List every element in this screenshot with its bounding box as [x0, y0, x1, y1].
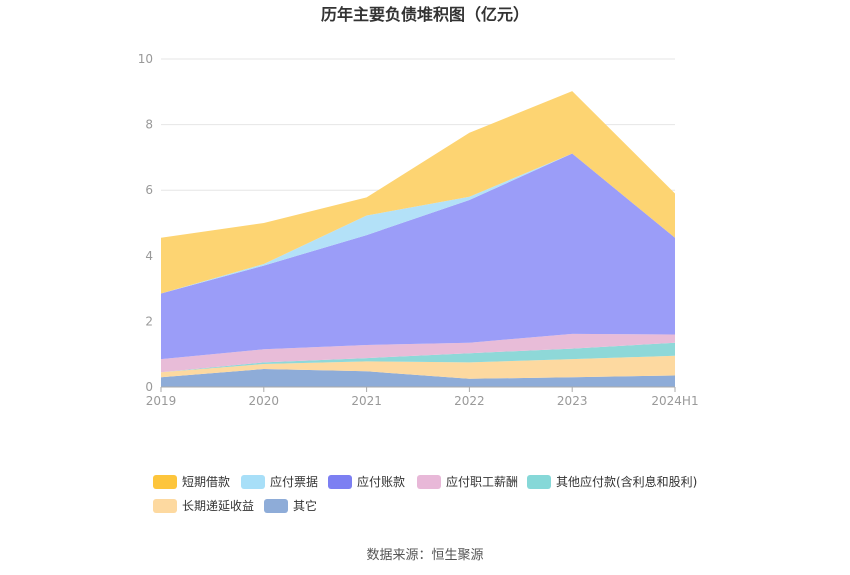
legend-item[interactable]: 长期递延收益 — [153, 499, 254, 513]
axes: 0 2 4 6 8 10 2019 2020 2021 2022 2023 2024H1 — [138, 52, 699, 408]
legend-swatch — [417, 475, 441, 489]
legend-item[interactable]: 应付票据 — [241, 474, 318, 489]
y-tick-label: 10 — [138, 52, 153, 66]
y-tick-label: 0 — [145, 380, 153, 394]
legend-label: 其他应付款(含利息和股利) — [556, 474, 697, 489]
y-tick-label: 2 — [145, 314, 153, 328]
legend-label: 短期借款 — [182, 475, 230, 489]
area-series-6 — [161, 91, 675, 294]
x-tick-label: 2024H1 — [651, 394, 698, 408]
legend-label: 其它 — [293, 498, 317, 513]
legend-swatch — [241, 475, 265, 489]
legend-swatch — [153, 499, 177, 513]
x-tick-label: 2023 — [557, 394, 588, 408]
legend-label: 应付票据 — [270, 474, 318, 489]
y-tick-label: 4 — [145, 249, 153, 263]
x-tick-label: 2020 — [249, 394, 280, 408]
legend: 短期借款 应付票据 应付账款 应付职工薪酬 其他应付款(含利息和股利) 长期递延收益 其它 — [153, 474, 697, 513]
legend-label: 应付账款 — [357, 474, 405, 489]
series-areas — [161, 91, 675, 387]
legend-swatch — [153, 475, 177, 489]
legend-item[interactable]: 应付职工薪酬 — [417, 474, 518, 489]
area-series-5 — [161, 153, 675, 294]
area-series-0 — [161, 369, 675, 387]
data-source-note: 数据来源：恒生聚源 — [366, 548, 483, 563]
x-tick-label: 2022 — [454, 394, 485, 408]
legend-item[interactable]: 应付账款 — [328, 474, 405, 489]
area-series-3 — [161, 333, 675, 373]
x-tick-label: 2019 — [146, 394, 177, 408]
legend-item[interactable]: 其他应付款(含利息和股利) — [527, 474, 697, 489]
y-tick-label: 6 — [145, 183, 153, 197]
legend-swatch — [527, 475, 551, 489]
legend-label: 长期递延收益 — [182, 499, 254, 513]
y-tick-label: 8 — [145, 118, 153, 132]
area-series-4 — [161, 153, 675, 360]
legend-swatch — [264, 499, 288, 513]
legend-label: 应付职工薪酬 — [446, 474, 518, 489]
legend-item[interactable]: 其它 — [264, 498, 317, 513]
area-series-1 — [161, 355, 675, 379]
legend-swatch — [328, 475, 352, 489]
legend-item[interactable]: 短期借款 — [153, 475, 230, 489]
area-series-2 — [161, 342, 675, 373]
x-tick-label: 2021 — [351, 394, 382, 408]
chart-title: 历年主要负债堆积图（亿元） — [321, 5, 529, 24]
